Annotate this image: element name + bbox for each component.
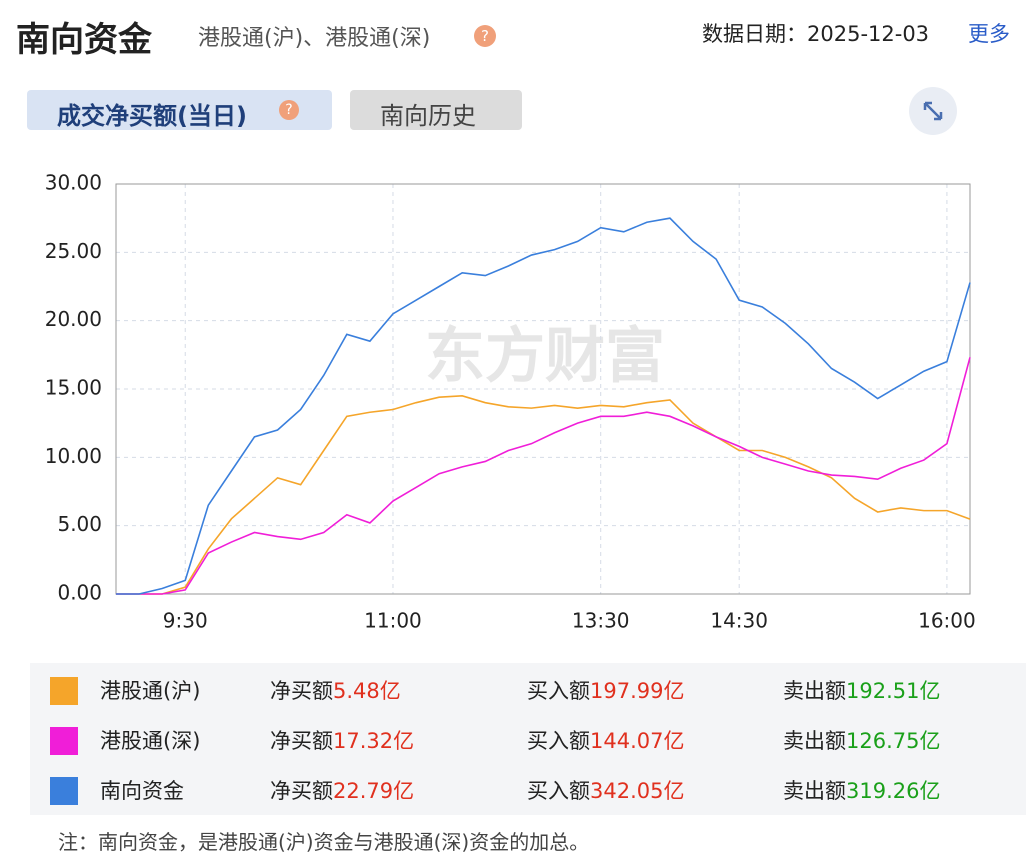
x-tick-label: 13:30 — [572, 609, 630, 633]
summary-label: 卖出额 — [783, 679, 846, 703]
help-icon[interactable]: ? — [279, 100, 299, 120]
summary-value: 319.26亿 — [846, 779, 941, 803]
summary-label: 买入额 — [527, 729, 590, 753]
summary-label: 买入额 — [527, 679, 590, 703]
x-tick-label: 16:00 — [918, 609, 976, 633]
summary-cell: 买入额342.05亿 — [527, 775, 684, 805]
legend-swatch — [50, 677, 78, 705]
tab-active[interactable]: 成交净买额(当日) ? — [27, 90, 332, 130]
summary-cell: 净买额5.48亿 — [270, 675, 401, 705]
line — [116, 395, 971, 595]
y-tick-label: 10.00 — [45, 444, 102, 468]
summary-value: 17.32亿 — [333, 729, 415, 753]
y-tick-label: 20.00 — [45, 307, 102, 331]
plot-border — [115, 183, 971, 595]
tab-label: 南向历史 — [380, 102, 476, 130]
summary-value: 144.07亿 — [590, 729, 685, 753]
x-tick-label: 11:00 — [364, 609, 422, 633]
tab[interactable]: 南向历史 — [350, 90, 522, 130]
date: 数据日期：2025-12-03 — [702, 22, 930, 46]
summary-label: 卖出额 — [783, 729, 846, 753]
line — [116, 357, 971, 595]
summary-cell: 买入额144.07亿 — [527, 725, 684, 755]
y-tick-label: 5.00 — [57, 512, 102, 536]
summary-cell: 卖出额319.26亿 — [783, 775, 940, 805]
line — [116, 217, 971, 595]
legend-label: 港股通(深) — [100, 729, 201, 753]
y-tick-label: 0.00 — [57, 581, 102, 605]
summary-cell: 净买额22.79亿 — [270, 775, 414, 805]
legend-swatch — [50, 727, 78, 755]
summary-value: 22.79亿 — [333, 779, 415, 803]
summary-cell: 净买额17.32亿 — [270, 725, 414, 755]
summary-label: 净买额 — [270, 729, 333, 753]
x-tick-label: 9:30 — [163, 609, 208, 633]
summary-label: 买入额 — [527, 779, 590, 803]
expand-button[interactable] — [909, 87, 957, 135]
legend-label: 南向资金 — [100, 779, 184, 803]
legend-swatch — [50, 777, 78, 805]
summary-value: 5.48亿 — [333, 679, 401, 703]
summary-cell: 买入额197.99亿 — [527, 675, 684, 705]
subtitle: 港股通(沪)、港股通(深) — [198, 26, 431, 51]
watermark: 东方财富 — [425, 322, 665, 392]
summary-value: 126.75亿 — [846, 729, 941, 753]
y-tick-label: 15.00 — [45, 376, 102, 400]
chart: 东方财富 0.00 5.00 10.00 15.00 20.00 25.00 30.00 9:… — [45, 171, 976, 633]
summary-label: 净买额 — [270, 679, 333, 703]
help-icon[interactable]: ? — [474, 25, 496, 47]
y-tick-label: 30.00 — [45, 171, 102, 195]
summary-cell: 卖出额126.75亿 — [783, 725, 940, 755]
title: 南向资金 — [16, 20, 152, 60]
legend-panel — [30, 663, 1026, 815]
summary-value: 197.99亿 — [590, 679, 685, 703]
tab-label: 成交净买额(当日) — [57, 102, 247, 130]
note: 注：南向资金，是港股通(沪)资金与港股通(深)资金的加总。 — [58, 830, 590, 854]
more-link[interactable]: 更多 — [968, 22, 1010, 46]
summary-label: 净买额 — [270, 779, 333, 803]
x-tick-label: 14:30 — [710, 609, 768, 633]
y-tick-label: 25.00 — [45, 239, 102, 263]
legend-label: 港股通(沪) — [100, 679, 201, 703]
summary-value: 342.05亿 — [590, 779, 685, 803]
summary-label: 卖出额 — [783, 779, 846, 803]
summary-cell: 卖出额192.51亿 — [783, 675, 940, 705]
expand-icon — [923, 101, 943, 121]
summary-value: 192.51亿 — [846, 679, 941, 703]
